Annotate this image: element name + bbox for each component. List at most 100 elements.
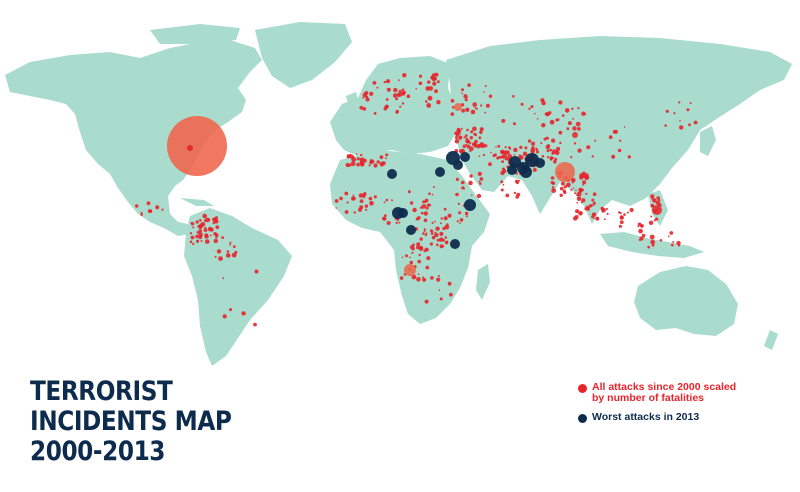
attack-marker-65 — [229, 308, 232, 312]
attack-marker-211 — [422, 277, 427, 282]
attack-marker-528 — [373, 112, 377, 115]
attack-marker-626 — [611, 154, 616, 159]
attack-marker-388 — [543, 137, 547, 141]
attack-marker-central-asia — [572, 132, 578, 138]
attack-marker-497 — [650, 215, 653, 218]
attack-marker-161 — [430, 232, 434, 235]
attack-marker-266 — [454, 131, 459, 136]
attack-marker-572 — [415, 88, 418, 90]
attack-marker-405 — [549, 156, 554, 161]
attack-marker-438 — [571, 181, 574, 184]
attack-marker-176 — [407, 190, 411, 194]
attack-marker-517 — [647, 245, 651, 249]
attack-marker-534 — [399, 105, 402, 108]
worst-2013-marker-2 — [453, 160, 463, 170]
attack-marker-377 — [518, 154, 522, 158]
attack-marker-173 — [423, 218, 428, 223]
attack-marker-542 — [362, 107, 367, 111]
attack-marker-540 — [384, 104, 389, 109]
attack-marker-649 — [549, 119, 555, 125]
attack-marker-53 — [226, 250, 230, 253]
attack-marker-526 — [383, 80, 386, 84]
attack-marker-645 — [686, 108, 690, 112]
attack-marker-133 — [383, 214, 387, 218]
attack-marker-124 — [391, 199, 393, 202]
attack-marker-559 — [418, 81, 423, 86]
attack-marker-70 — [222, 277, 225, 280]
attack-marker-282 — [501, 160, 504, 164]
attack-marker-328 — [500, 180, 504, 184]
attack-marker-231 — [424, 299, 429, 304]
attack-marker-363 — [504, 146, 507, 149]
attack-marker-305 — [477, 171, 482, 176]
attack-marker-345 — [505, 150, 510, 155]
attack-marker-217 — [443, 207, 447, 211]
attack-marker-190 — [423, 211, 428, 216]
attack-marker-96 — [350, 154, 355, 159]
attack-marker-470 — [603, 218, 606, 221]
attack-marker-515 — [650, 239, 656, 245]
attack-marker-67 — [253, 322, 257, 327]
attack-marker-204 — [411, 274, 417, 280]
worst-2013-marker-3 — [435, 167, 445, 177]
attack-marker-480 — [618, 224, 623, 228]
attack-marker-407 — [547, 137, 549, 140]
attack-marker-484 — [619, 215, 624, 220]
attack-marker-46 — [214, 255, 217, 258]
attack-marker-597 — [472, 102, 478, 107]
attack-marker-418 — [582, 180, 587, 185]
attack-marker-593 — [461, 108, 465, 113]
attack-marker-315 — [455, 177, 459, 181]
attack-marker-592 — [450, 112, 455, 116]
attack-marker-600 — [467, 83, 471, 87]
attack-marker-117 — [353, 211, 356, 214]
attack-marker-165 — [419, 237, 423, 241]
attack-marker-48 — [231, 252, 237, 258]
attack-marker-44 — [190, 235, 195, 240]
attack-marker-594 — [484, 85, 487, 87]
australia-landmass — [634, 266, 738, 336]
attack-marker-634 — [619, 139, 622, 142]
attack-marker-322 — [516, 181, 519, 185]
attack-marker-564 — [402, 73, 407, 78]
attack-marker-550 — [392, 93, 398, 98]
map-title-line-3: 2000-2013 — [30, 436, 166, 467]
attack-marker-39 — [202, 213, 207, 219]
attack-marker-541 — [365, 95, 369, 99]
attack-marker-424 — [571, 177, 576, 183]
attack-marker-573 — [433, 77, 437, 81]
attack-marker-487 — [619, 220, 624, 225]
attack-marker-150 — [418, 246, 424, 251]
attack-marker-459 — [591, 198, 595, 202]
attack-marker-79 — [346, 154, 351, 159]
attack-marker-652 — [581, 111, 586, 116]
attack-marker-565 — [398, 89, 402, 94]
attack-marker-392 — [559, 141, 562, 145]
attack-marker-486 — [623, 213, 626, 216]
attack-marker-591 — [463, 94, 468, 99]
attack-marker-324 — [518, 179, 520, 182]
attack-marker-240 — [469, 136, 473, 140]
attack-marker-126 — [369, 201, 374, 206]
attack-marker-large-central-africa — [404, 264, 416, 276]
attack-marker-623 — [617, 148, 622, 153]
attack-marker-208 — [418, 253, 421, 257]
attack-marker-157 — [440, 217, 443, 220]
attack-marker-566 — [402, 90, 406, 95]
attack-marker-478 — [600, 206, 605, 211]
attack-marker-82 — [385, 153, 389, 157]
attack-marker-472 — [606, 212, 609, 215]
attack-marker-43 — [195, 220, 199, 224]
attack-marker-265 — [463, 136, 466, 139]
attack-marker-268 — [456, 128, 461, 133]
attack-marker-657 — [544, 112, 548, 116]
attack-marker-413 — [566, 182, 571, 188]
attack-marker-514 — [649, 234, 655, 240]
attack-marker-147 — [416, 242, 421, 247]
attack-marker-306 — [479, 182, 482, 185]
attack-marker-471 — [605, 207, 608, 211]
attack-marker-444 — [562, 189, 566, 193]
attack-marker-327 — [513, 191, 517, 195]
attack-marker-167 — [431, 235, 436, 240]
attack-marker-212 — [426, 248, 429, 251]
